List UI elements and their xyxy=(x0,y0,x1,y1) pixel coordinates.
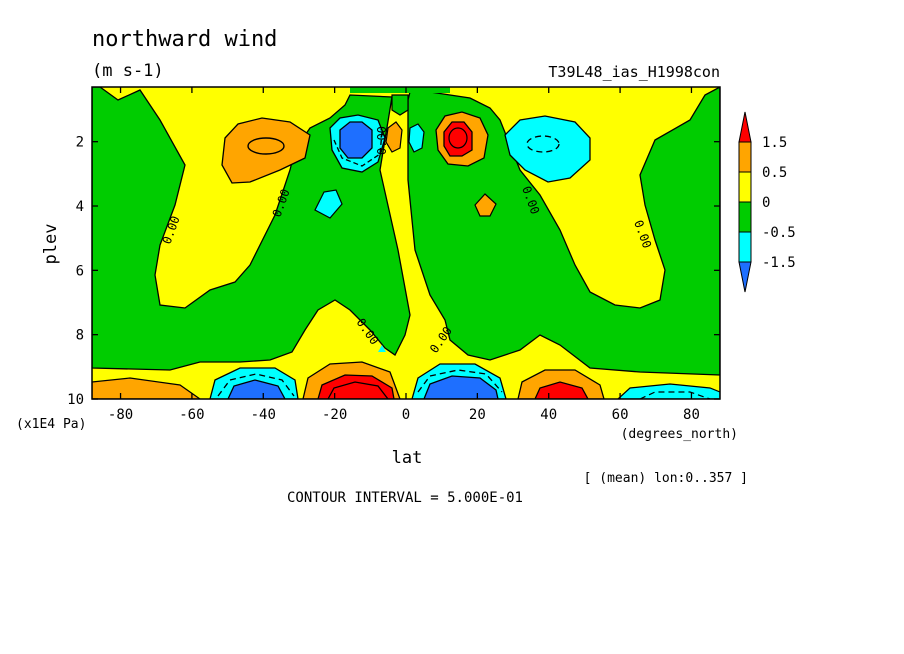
colorbar-labels: 1.5 0.5 0 -0.5 -1.5 xyxy=(762,135,796,271)
colorbar-band-blue xyxy=(738,261,752,293)
x-tick-label: 60 xyxy=(612,407,629,423)
x-tick-label: -60 xyxy=(179,407,204,423)
contour-region-orange xyxy=(92,377,202,399)
colorbar-label: 1.5 xyxy=(762,135,787,151)
x-tick-label: 40 xyxy=(540,407,557,423)
colorbar-band-yellow xyxy=(738,171,752,203)
contour-region-green xyxy=(92,87,411,371)
colorbar-label: -0.5 xyxy=(762,225,796,241)
colorbar xyxy=(738,111,752,293)
contour-line xyxy=(327,381,389,399)
x-axis-units: (degrees_north) xyxy=(621,427,738,442)
x-tick-label: -20 xyxy=(322,407,347,423)
colorbar-band-cyan xyxy=(738,231,752,263)
contour-region-green xyxy=(407,87,720,376)
y-tick-label: 6 xyxy=(76,263,84,279)
contour-line xyxy=(247,137,285,155)
y-tick-label: 10 xyxy=(67,392,84,408)
contour-line-dashed xyxy=(639,391,711,399)
contour-region-blue xyxy=(227,379,286,399)
mean-note: [ (mean) lon:0..357 ] xyxy=(584,471,748,486)
run-label: T39L48_ias_H1998con xyxy=(548,63,720,81)
contour-region-cyan xyxy=(314,189,343,219)
y-tick-label: 2 xyxy=(76,135,84,151)
contour-region-cyan xyxy=(408,123,425,153)
contour-interval-note: CONTOUR INTERVAL = 5.000E-01 xyxy=(287,490,523,506)
colorbar-label: -1.5 xyxy=(762,255,796,271)
contour-region-cyan xyxy=(378,345,386,352)
x-tick-label: 80 xyxy=(683,407,700,423)
y-axis-label: plev xyxy=(41,224,61,265)
contour-line xyxy=(448,127,468,149)
contour-region-blue xyxy=(423,375,499,399)
contour-region-green xyxy=(391,94,409,116)
x-tick-label: -40 xyxy=(251,407,276,423)
contour-region-red xyxy=(317,374,395,399)
plot-area: 0.00 0.00 0.00 0.00 0.00 0.00 0.00 xyxy=(91,86,721,400)
y-tick-label: 4 xyxy=(76,199,84,215)
colorbar-label: 0 xyxy=(762,195,770,211)
contour-region-orange xyxy=(221,117,311,184)
colorbar-label: 0.5 xyxy=(762,165,787,181)
chart-title: northward wind xyxy=(92,27,277,52)
x-tick-label: -80 xyxy=(108,407,133,423)
x-tick-label: 0 xyxy=(402,407,410,423)
contour-region-cyan xyxy=(504,115,591,183)
contour-line-dashed xyxy=(417,369,503,393)
colorbar-band-orange xyxy=(738,141,752,173)
x-tick-label: 20 xyxy=(469,407,486,423)
axes: -80 -60 -40 -20 0 20 40 60 80 2 4 6 8 10 xyxy=(67,87,720,423)
contour-label: 0.00 xyxy=(375,126,389,155)
y-tick-label: 8 xyxy=(76,328,84,344)
contour-region-blue xyxy=(339,121,373,159)
contour-region-red xyxy=(443,121,473,157)
contour-fill xyxy=(92,87,720,399)
contour-region-green xyxy=(350,87,450,93)
y-axis-units: (x1E4 Pa) xyxy=(16,417,86,432)
contour-region-orange xyxy=(474,193,497,217)
chart-units: (m s-1) xyxy=(92,61,164,81)
contour-line-dashed xyxy=(526,135,560,153)
x-axis-label: lat xyxy=(392,448,423,468)
colorbar-band-green xyxy=(738,201,752,233)
colorbar-band-red xyxy=(738,111,752,143)
contour-region-orange xyxy=(385,121,403,153)
contour-line-dashed xyxy=(217,373,295,397)
contour-line-dashed xyxy=(333,131,383,167)
